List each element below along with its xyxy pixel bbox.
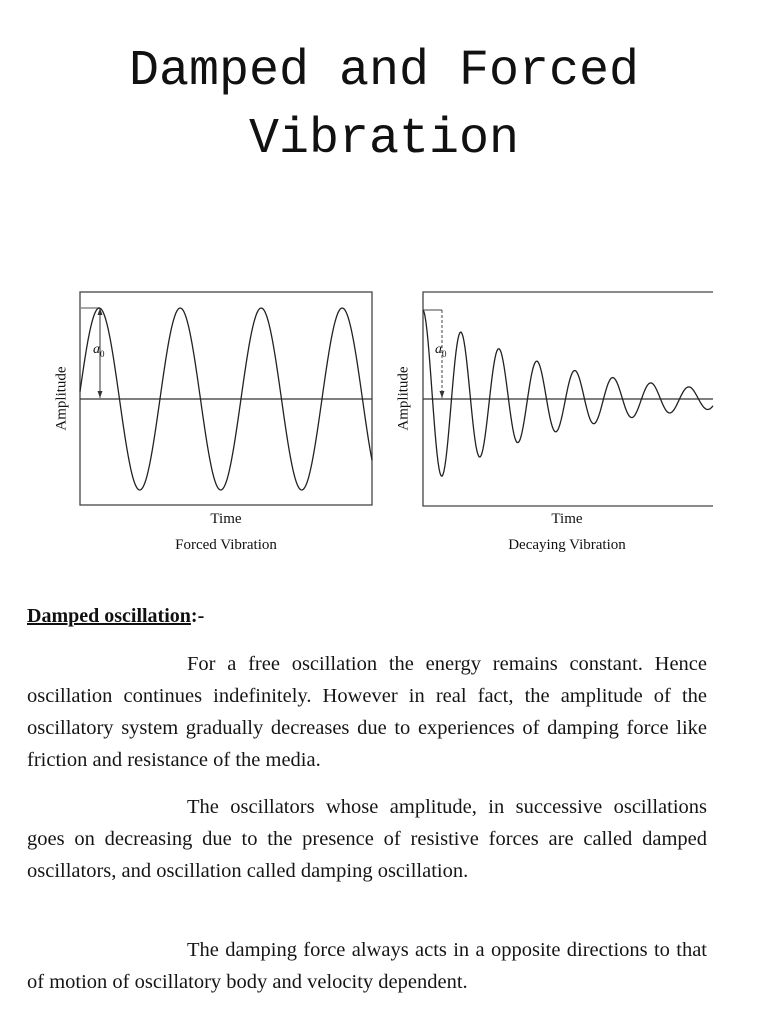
a0-annotation: a0 <box>93 342 105 359</box>
page-title: Damped and Forced Vibration <box>0 38 768 174</box>
forced-vibration-figure: a0 Amplitude Time Forced Vibration <box>48 285 388 553</box>
paragraph-2: The oscillators whose amplitude, in succ… <box>27 796 707 882</box>
decaying-vibration-plot <box>422 291 714 507</box>
y-axis-label: Amplitude <box>53 366 70 431</box>
title-line-1: Damped and Forced <box>128 43 640 100</box>
figure-caption: Forced Vibration <box>175 537 277 553</box>
forced-vibration-plot <box>79 291 373 506</box>
section-heading: Damped oscillation:- <box>27 605 205 627</box>
x-axis-label: Time <box>551 511 583 527</box>
y-axis-label: Amplitude <box>395 366 412 431</box>
x-axis-label: Time <box>210 511 242 527</box>
paragraph-3: The damping force always acts in a oppos… <box>27 939 707 993</box>
paragraph-1: For a free oscillation the energy remain… <box>27 653 707 771</box>
figure-caption: Decaying Vibration <box>508 537 626 553</box>
title-line-2: Vibration <box>248 111 520 168</box>
a0-annotation: a0 <box>435 342 447 359</box>
decaying-vibration-figure: a0 Amplitude Time Decaying Vibration <box>390 285 768 553</box>
